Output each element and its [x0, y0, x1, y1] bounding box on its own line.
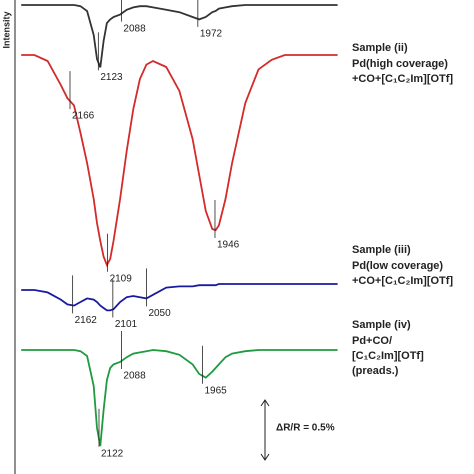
- legend-text: [C₁C₂Im][OTf]: [352, 350, 424, 362]
- spectrum-line: [21, 54, 338, 268]
- legend-title: Sample (ii): [352, 42, 408, 54]
- peak-label: 1965: [204, 385, 227, 396]
- y-axis-label: Intensity: [1, 11, 11, 48]
- spectrum-line: [21, 4, 338, 68]
- peak-label: 2088: [123, 23, 146, 34]
- spectrum-line: [21, 349, 338, 447]
- peak-label: 2123: [100, 72, 123, 83]
- peak-label: 2122: [101, 448, 124, 459]
- legend-text: Pd(low coverage): [352, 260, 443, 272]
- peak-label: 2109: [110, 273, 133, 284]
- legend-text: +CO+[C₁C₂Im][OTf]: [352, 275, 453, 287]
- legend-text: +CO+[C₁C₂Im][OTf]: [352, 73, 453, 85]
- spectrum-line: [21, 283, 338, 312]
- legend-text: (preads.): [352, 365, 399, 377]
- legend-text: Pd+CO/: [352, 335, 392, 347]
- peak-label: 2088: [123, 371, 146, 382]
- arrow-head: [260, 399, 270, 461]
- legend-title: Sample (iii): [352, 244, 411, 256]
- peak-label: 2101: [115, 319, 138, 330]
- legend-title: Sample (iv): [352, 319, 411, 331]
- peak-label: 1972: [200, 29, 223, 40]
- scale-bar-label: ΔR/R = 0.5%: [276, 423, 335, 434]
- peak-label: 1946: [217, 240, 240, 251]
- peak-label: 2050: [148, 308, 171, 319]
- peak-label: 2162: [75, 315, 98, 326]
- peak-label: 2166: [72, 111, 95, 122]
- legend-text: Pd(high coverage): [352, 58, 448, 70]
